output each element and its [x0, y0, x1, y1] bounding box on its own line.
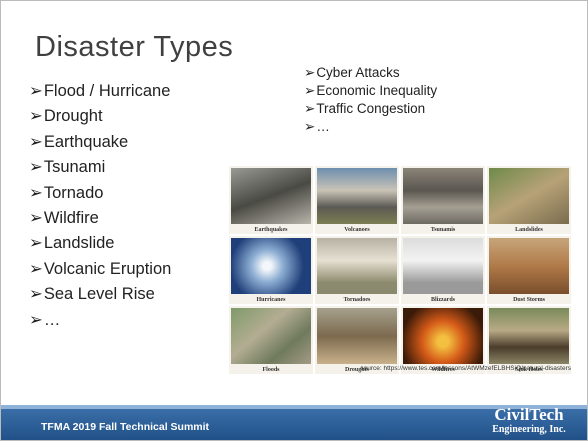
photo-image [489, 238, 569, 294]
photo-caption: Earthquakes [229, 227, 313, 233]
photo-image [231, 168, 311, 224]
left-list-item: Earthquake [29, 132, 128, 152]
footer-text: TFMA 2019 Fall Technical Summit [41, 421, 209, 433]
left-list-item: Tornado [29, 183, 103, 203]
photo-caption: Landslides [487, 227, 571, 233]
photo-caption: Tsunamis [401, 227, 485, 233]
logo-name: CivilTech [483, 406, 575, 424]
photo: Dust Storms [487, 236, 571, 304]
photo-image [403, 238, 483, 294]
left-list-item: … [29, 310, 60, 330]
photo-image [231, 238, 311, 294]
left-list-item: Flood / Hurricane [29, 81, 170, 101]
photo: Sink Holes [487, 306, 571, 374]
right-list-item: Traffic Congestion [304, 101, 425, 117]
photo-caption: Floods [229, 367, 313, 373]
left-list-item: Sea Level Rise [29, 284, 155, 304]
page: Disaster Types Flood / Hurricane Drought E… [0, 0, 588, 441]
photo: Tsunamis [401, 166, 485, 234]
slide-title: Disaster Types [35, 31, 233, 64]
photo-image [489, 308, 569, 364]
photo-caption: Volcanoes [315, 227, 399, 233]
photo-image [317, 308, 397, 364]
photo-image [317, 238, 397, 294]
left-list-item: Tsunami [29, 157, 105, 177]
photo: Droughts [315, 306, 399, 374]
left-list-item: Wildfire [29, 208, 99, 228]
photo: Volcanoes [315, 166, 399, 234]
photo-caption: Blizzards [401, 297, 485, 303]
photo-image [403, 168, 483, 224]
left-list-item: Landslide [29, 233, 114, 253]
logo: CivilTech Engineering, Inc. [483, 406, 575, 435]
source-note: source: https://www.tes.com/lessons/AtWM… [360, 365, 571, 372]
photo: Wildfires [401, 306, 485, 374]
photo-caption: Dust Storms [487, 297, 571, 303]
right-list-item: Cyber Attacks [304, 65, 400, 81]
left-list-item: Volcanic Eruption [29, 259, 171, 279]
left-list-item: Drought [29, 106, 103, 126]
photo: Earthquakes [229, 166, 313, 234]
right-list-item: Economic Inequality [304, 83, 437, 99]
photo-caption: Hurricanes [229, 297, 313, 303]
photo-image [489, 168, 569, 224]
photo: Tornadoes [315, 236, 399, 304]
logo-subtitle: Engineering, Inc. [483, 424, 575, 435]
photo: Hurricanes [229, 236, 313, 304]
photo: Blizzards [401, 236, 485, 304]
right-list-item: … [304, 119, 330, 135]
photo-caption: Tornadoes [315, 297, 399, 303]
photo-image [231, 308, 311, 364]
photo-image [317, 168, 397, 224]
photo: Landslides [487, 166, 571, 234]
photo: Floods [229, 306, 313, 374]
photo-image [403, 308, 483, 364]
slide: Disaster Types Flood / Hurricane Drought E… [0, 0, 588, 441]
